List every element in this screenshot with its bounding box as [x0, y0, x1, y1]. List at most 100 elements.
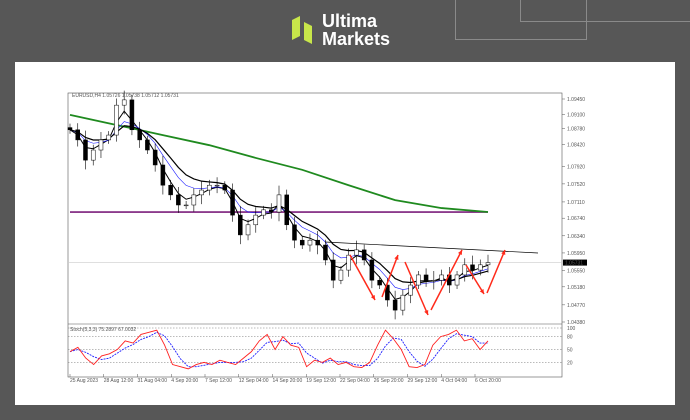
candle-body [176, 194, 181, 206]
y-tick-label: 1.06340 [567, 234, 585, 240]
candle-body [423, 274, 429, 281]
chart-frame [67, 92, 563, 378]
chart-title[interactable]: EURUSD,H4 1.05726 1.05738 1.05712 1.0573… [72, 93, 179, 99]
candle-body [253, 214, 259, 226]
candle-body [137, 129, 142, 141]
candle-body [183, 204, 189, 207]
candle-body [408, 284, 413, 296]
y-tick-label: 1.07520 [567, 182, 585, 188]
candle-body [67, 127, 73, 131]
candle-body [292, 224, 297, 241]
red-arrow-shaft [404, 261, 429, 316]
candle-body [284, 194, 289, 226]
candle-body [354, 249, 359, 256]
candle-body [191, 194, 197, 206]
x-tick-label: 29 Sep 12:00 [408, 378, 438, 384]
candle-body [323, 244, 328, 261]
y-tick-label: 1.04380 [567, 320, 585, 326]
x-tick-label: 28 Aug 12:00 [104, 378, 134, 384]
candle-body [230, 189, 235, 216]
candle-body [431, 279, 437, 282]
candle-body [152, 149, 158, 166]
y-tick-label: 1.05550 [567, 269, 585, 275]
candle-body [214, 184, 220, 187]
oscillator-level-label: 80 [567, 335, 573, 341]
oscillator-level-label: 50 [567, 348, 573, 354]
red-arrow-shaft [430, 249, 463, 311]
candle-body [299, 239, 305, 246]
red-arrow-head [458, 250, 462, 255]
candle-body [470, 264, 475, 271]
x-tick-label: 14 Sep 20:00 [273, 378, 303, 384]
candle-body [478, 264, 483, 271]
x-tick-label: 22 Sep 04:00 [340, 378, 370, 384]
stoch-k-line [69, 329, 489, 370]
candle-body [416, 274, 421, 286]
y-tick-label: 1.07110 [567, 200, 585, 206]
red-arrow-head [479, 289, 484, 294]
candle-body [369, 259, 375, 281]
candle-body [121, 99, 127, 106]
x-tick-label: 25 Aug 2023 [70, 378, 98, 384]
candle-body [330, 259, 336, 281]
candle-body [261, 209, 266, 216]
price-chart: EURUSD,H4 1.05726 1.05738 1.05712 1.0573… [67, 90, 587, 384]
candle-body [106, 134, 111, 141]
chart-panel: EURUSD,H4 1.05726 1.05738 1.05712 1.0573… [15, 62, 675, 405]
red-arrow-head [501, 250, 506, 255]
y-tick-label: 1.06740 [567, 216, 585, 222]
stoch-d-line [69, 331, 488, 368]
current-price-badge [563, 259, 587, 266]
candle-body [83, 139, 88, 161]
neckline-trendline [324, 241, 539, 254]
candle-body [245, 224, 251, 236]
candle-body [160, 164, 166, 186]
y-tick-label: 1.04770 [567, 303, 585, 309]
red-arrow-head [424, 310, 429, 315]
brand-logo: Ultima Markets [292, 12, 390, 48]
brand-name-line2: Markets [322, 29, 391, 49]
logo-mark-icon [292, 16, 312, 44]
oscillator-level-label: 100 [567, 326, 576, 332]
x-tick-label: 6 Oct 20:00 [475, 378, 501, 384]
candle-body [207, 184, 212, 191]
candle-body [222, 184, 228, 191]
candle-body [400, 294, 406, 311]
candle-body [90, 149, 96, 161]
y-tick-label: 1.09100 [567, 112, 585, 118]
candle-body [98, 139, 104, 151]
candle-body [269, 209, 274, 213]
candle-body [454, 274, 460, 286]
candle-body [338, 269, 344, 281]
x-tick-label: 26 Sep 20:00 [374, 378, 404, 384]
candle-body [385, 284, 390, 301]
y-tick-label: 1.09450 [567, 97, 585, 103]
x-tick-label: 19 Sep 12:00 [306, 378, 336, 384]
candle-body [462, 264, 468, 276]
current-price-label: 1.05731 [565, 261, 583, 267]
oscillator-label: Stoch(5,3,3) 75.2897 67.0032 [70, 327, 136, 333]
candle-body [168, 184, 173, 196]
candle-body [377, 279, 382, 286]
red-arrow-shaft [381, 254, 399, 298]
candle-body [307, 239, 313, 246]
candle-body [361, 249, 367, 261]
x-tick-label: 4 Sep 20:00 [171, 378, 198, 384]
candle-body [392, 299, 398, 311]
red-arrow-shaft [349, 254, 376, 301]
y-tick-label: 1.05180 [567, 285, 585, 291]
candle-body [315, 239, 320, 246]
y-tick-label: 1.05950 [567, 251, 585, 257]
red-arrow-head [370, 295, 375, 300]
decor-frame [455, 0, 587, 40]
oscillator-level-label: 20 [567, 360, 573, 366]
red-arrow-shaft [465, 264, 485, 295]
candle-body [75, 129, 80, 141]
candle-body [199, 189, 204, 196]
y-tick-label: 1.07920 [567, 164, 585, 170]
y-tick-label: 1.08780 [567, 126, 585, 132]
x-tick-label: 4 Oct 04:00 [441, 378, 467, 384]
candle-body [145, 139, 150, 151]
red-arrow-shaft [486, 249, 506, 294]
y-tick-label: 1.08420 [567, 142, 585, 148]
